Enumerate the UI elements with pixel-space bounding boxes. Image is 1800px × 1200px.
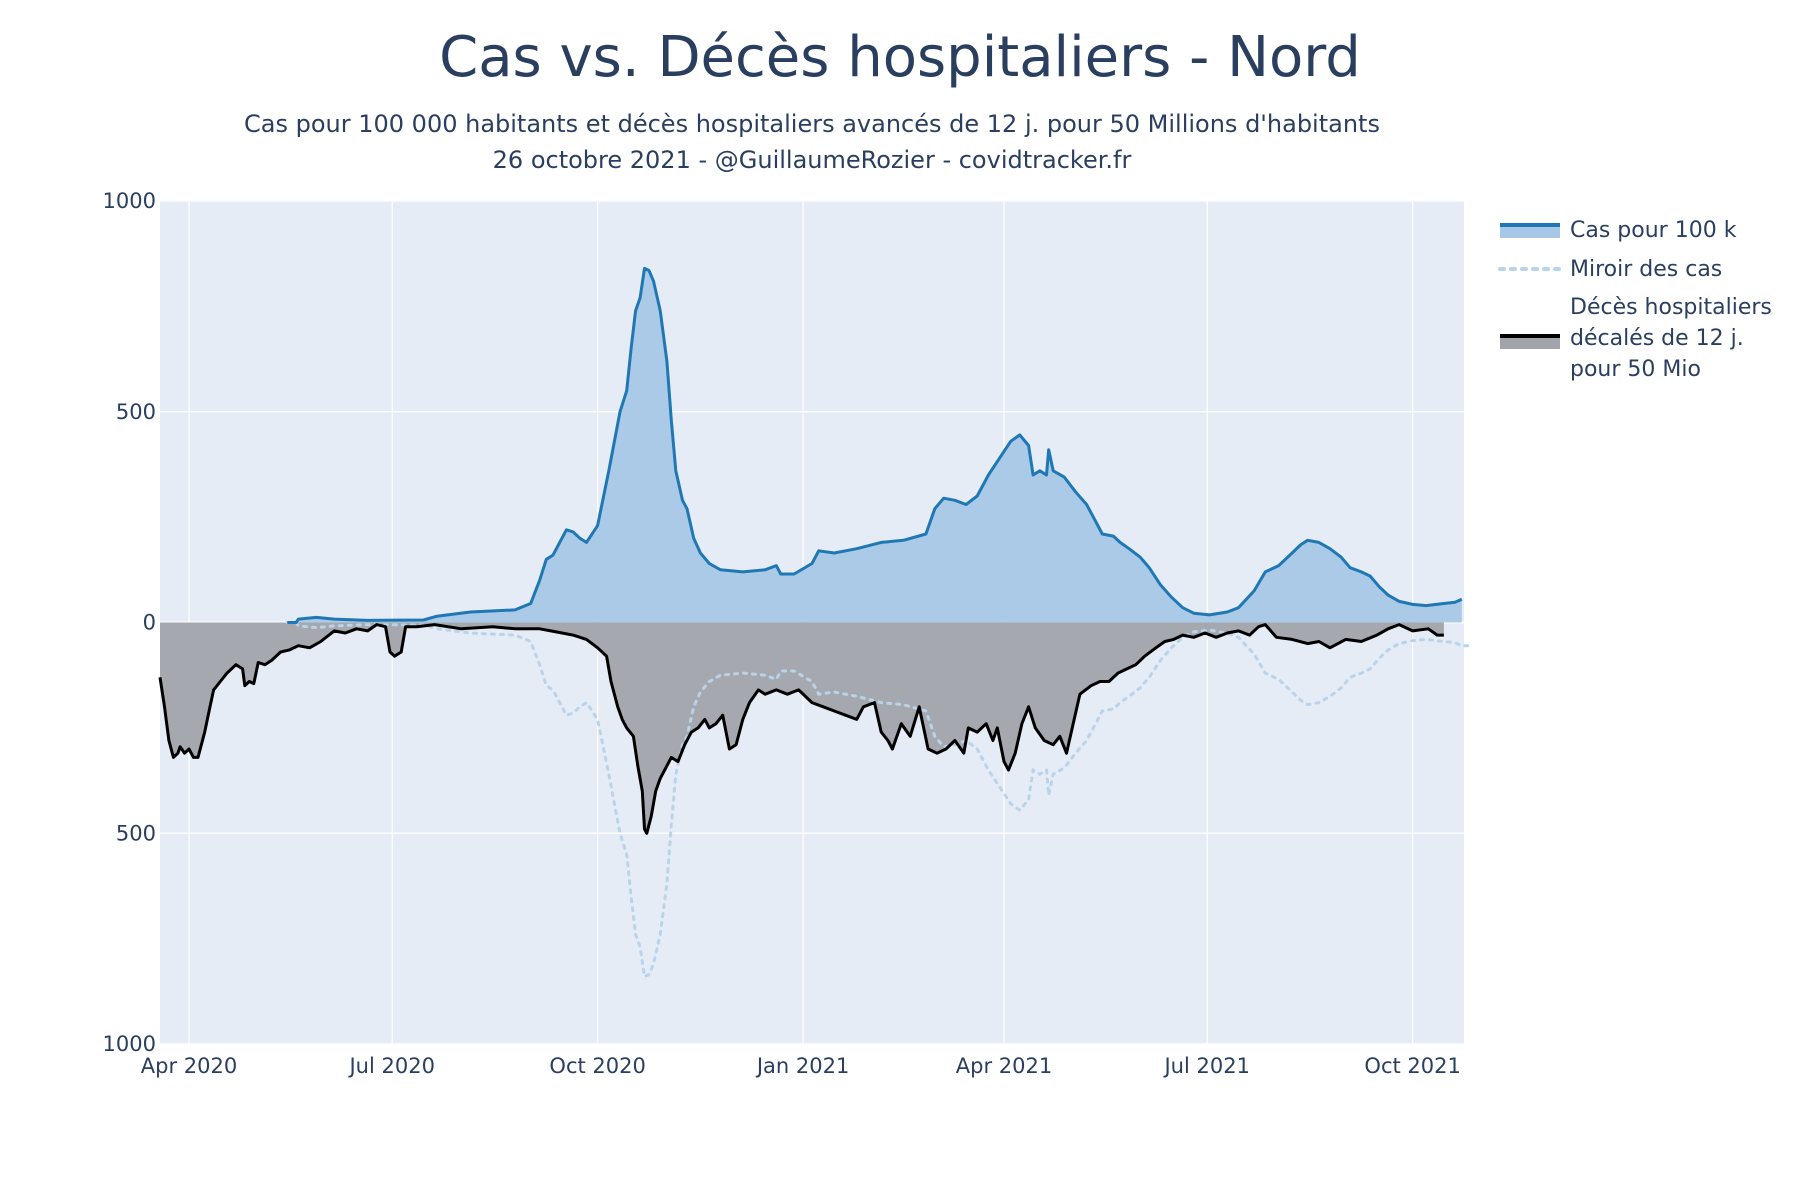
legend: Cas pour 100 k Miroir des cas Décès hospit…: [1498, 218, 1772, 382]
x-tick-label: Oct 2021: [1364, 1054, 1460, 1078]
cases-area: [287, 268, 1462, 623]
y-tick-label: 1000: [103, 1032, 156, 1056]
x-tick-label: Apr 2020: [141, 1054, 237, 1078]
x-tick-label: Jul 2020: [347, 1054, 434, 1078]
chart-subtitle-line-1: Cas pour 100 000 habitants et décès hosp…: [244, 110, 1380, 138]
y-tick-label: 0: [143, 611, 156, 635]
y-tick-label: 500: [116, 400, 156, 424]
chart-title: Cas vs. Décès hospitaliers - Nord: [439, 25, 1361, 90]
x-tick-label: Oct 2020: [549, 1054, 645, 1078]
deaths-area: [160, 622, 1444, 834]
x-tick-label: Jan 2021: [755, 1054, 850, 1078]
deaths-line: [158, 623, 1444, 835]
legend-label-mirror: Miroir des cas: [1570, 257, 1722, 282]
chart-subtitle-line-2: 26 octobre 2021 - @GuillaumeRozier - cov…: [493, 146, 1132, 174]
legend-label-deaths-line-2: décalés de 12 j.: [1570, 326, 1744, 351]
x-tick-label: Apr 2021: [956, 1054, 1052, 1078]
legend-swatch-cases-fill: [1500, 225, 1560, 238]
legend-label-deaths-line-3: pour 50 Mio: [1570, 357, 1701, 382]
mirror-line: [285, 621, 1470, 979]
legend-label-deaths-line-1: Décès hospitaliers: [1570, 295, 1772, 320]
legend-swatch-deaths-fill: [1500, 336, 1560, 349]
y-tick-label: 1000: [103, 189, 156, 213]
cases-line: [287, 266, 1463, 624]
x-tick-label: Jul 2021: [1162, 1054, 1249, 1078]
y-tick-label: 500: [116, 821, 156, 845]
legend-label-cases: Cas pour 100 k: [1570, 218, 1737, 243]
